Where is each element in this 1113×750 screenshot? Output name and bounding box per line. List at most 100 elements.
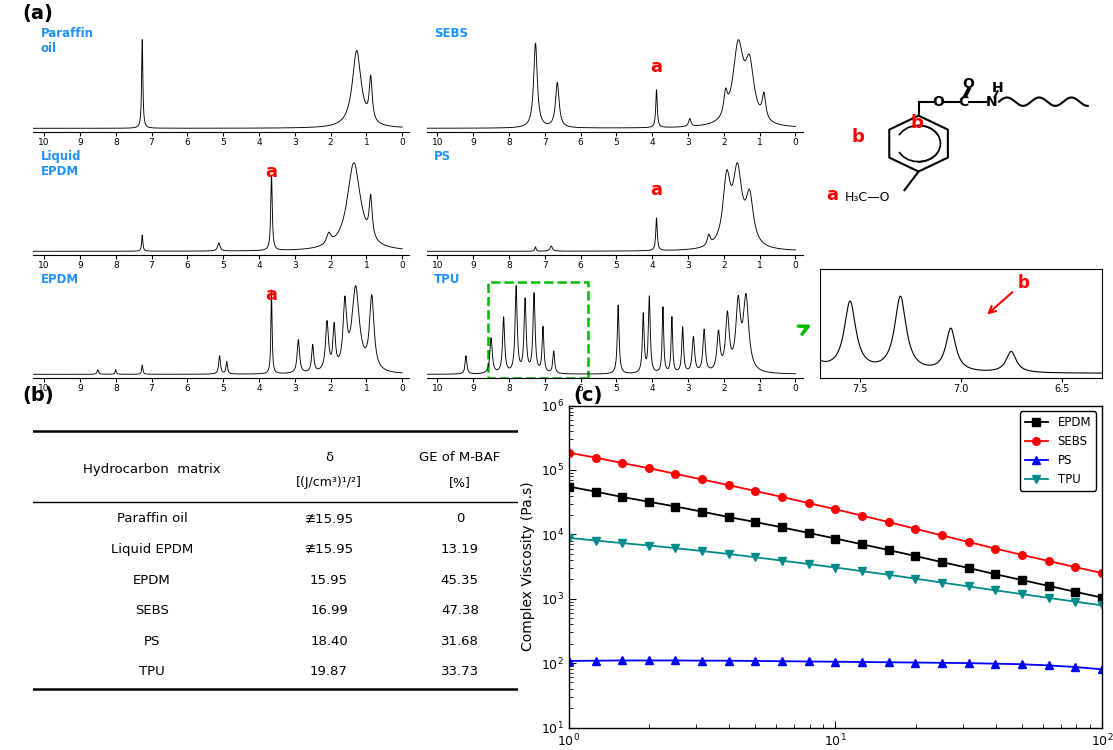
SEBS: [589, 453, 602, 462]
TPU: [1068, 597, 1082, 606]
Text: 31.68: 31.68: [441, 634, 479, 648]
Text: H: H: [992, 81, 1003, 94]
Text: 33.73: 33.73: [441, 665, 479, 679]
EPDM: [908, 551, 922, 560]
Text: (b): (b): [22, 386, 53, 405]
EPDM: [935, 557, 948, 566]
SEBS: [962, 538, 975, 547]
EPDM: [642, 497, 656, 506]
TPU: [1095, 601, 1109, 610]
TPU: [749, 553, 762, 562]
PS: [642, 656, 656, 665]
EPDM: [1095, 593, 1109, 602]
SEBS: [1068, 562, 1082, 572]
Text: 15.95: 15.95: [311, 574, 348, 586]
EPDM: [589, 487, 602, 496]
SEBS: [749, 487, 762, 496]
PS: [669, 656, 682, 665]
EPDM: [962, 563, 975, 572]
PS: [802, 657, 816, 666]
Text: 0: 0: [455, 512, 464, 526]
Text: ≇15.95: ≇15.95: [305, 543, 354, 556]
EPDM: [562, 482, 575, 491]
Text: a: a: [650, 181, 662, 199]
Line: EPDM: EPDM: [565, 483, 1105, 602]
SEBS: [908, 524, 922, 533]
SEBS: [1042, 556, 1055, 566]
Text: a: a: [650, 58, 662, 76]
PS: [749, 656, 762, 665]
SEBS: [562, 448, 575, 458]
Text: TPU: TPU: [139, 665, 165, 679]
TPU: [908, 574, 922, 584]
Text: 45.35: 45.35: [441, 574, 479, 586]
Text: O: O: [933, 94, 944, 109]
Text: 16.99: 16.99: [311, 604, 348, 617]
Text: a: a: [266, 286, 277, 304]
TPU: [722, 550, 736, 559]
Text: 18.40: 18.40: [311, 634, 348, 648]
TPU: [562, 533, 575, 542]
Text: GE of M-BAF: GE of M-BAF: [420, 451, 501, 464]
Text: b: b: [851, 128, 865, 146]
EPDM: [615, 493, 629, 502]
Line: SEBS: SEBS: [565, 449, 1105, 577]
TPU: [669, 544, 682, 553]
Text: [(J/cm³)¹/²]: [(J/cm³)¹/²]: [296, 476, 362, 489]
PS: [962, 658, 975, 668]
SEBS: [829, 505, 843, 514]
Text: Liquid
EPDM: Liquid EPDM: [41, 150, 81, 178]
SEBS: [696, 475, 709, 484]
TPU: [855, 567, 868, 576]
Text: (a): (a): [22, 4, 53, 22]
EPDM: [749, 518, 762, 526]
Text: a: a: [827, 186, 838, 204]
Text: SEBS: SEBS: [434, 27, 469, 40]
Text: EPDM: EPDM: [134, 574, 171, 586]
Text: Paraffin
oil: Paraffin oil: [41, 27, 93, 55]
PS: [1042, 661, 1055, 670]
PS: [1068, 662, 1082, 671]
SEBS: [802, 499, 816, 508]
PS: [615, 656, 629, 665]
PS: [881, 658, 895, 667]
Text: EPDM: EPDM: [41, 273, 79, 286]
Text: 13.19: 13.19: [441, 543, 479, 556]
SEBS: [1015, 550, 1028, 560]
Text: a: a: [266, 163, 277, 181]
Y-axis label: Complex Viscosity (Pa.s): Complex Viscosity (Pa.s): [521, 482, 535, 651]
TPU: [1015, 590, 1028, 598]
SEBS: [776, 493, 789, 502]
Text: [%]: [%]: [449, 476, 471, 489]
SEBS: [615, 458, 629, 467]
PS: [722, 656, 736, 665]
EPDM: [696, 507, 709, 516]
Line: PS: PS: [565, 656, 1105, 674]
Text: SEBS: SEBS: [135, 604, 169, 617]
SEBS: [881, 518, 895, 526]
Text: PS: PS: [434, 150, 451, 163]
TPU: [881, 570, 895, 579]
EPDM: [669, 502, 682, 511]
PS: [908, 658, 922, 667]
TPU: [589, 536, 602, 545]
Text: ≇15.95: ≇15.95: [305, 512, 354, 526]
Text: N: N: [986, 94, 997, 109]
SEBS: [642, 464, 656, 472]
SEBS: [988, 544, 1002, 553]
PS: [935, 658, 948, 668]
Line: TPU: TPU: [565, 534, 1105, 609]
EPDM: [776, 523, 789, 532]
Bar: [487, 282, 588, 379]
Text: H₃C—O: H₃C—O: [845, 190, 890, 204]
TPU: [962, 582, 975, 591]
Text: b: b: [988, 274, 1030, 313]
SEBS: [1095, 568, 1109, 578]
Text: 19.87: 19.87: [311, 665, 348, 679]
SEBS: [935, 531, 948, 540]
TPU: [1042, 593, 1055, 602]
EPDM: [802, 529, 816, 538]
TPU: [829, 563, 843, 572]
TPU: [615, 538, 629, 548]
PS: [1015, 660, 1028, 669]
